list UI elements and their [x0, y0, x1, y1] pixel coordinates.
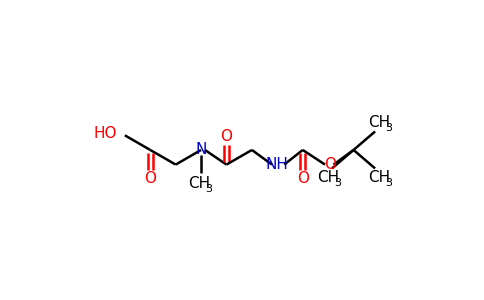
Text: O: O — [221, 129, 232, 144]
Text: HO: HO — [93, 125, 117, 140]
Text: CH: CH — [368, 170, 390, 185]
Text: 3: 3 — [385, 123, 393, 133]
Text: NH: NH — [266, 157, 289, 172]
Text: 3: 3 — [334, 178, 342, 188]
Text: CH: CH — [317, 170, 339, 185]
Text: O: O — [297, 171, 309, 186]
Text: 3: 3 — [205, 184, 212, 194]
Text: O: O — [144, 171, 156, 186]
Text: 3: 3 — [385, 178, 393, 188]
Text: N: N — [196, 142, 207, 158]
Text: CH: CH — [188, 176, 211, 191]
Text: O: O — [324, 157, 336, 172]
Text: CH: CH — [368, 115, 390, 130]
